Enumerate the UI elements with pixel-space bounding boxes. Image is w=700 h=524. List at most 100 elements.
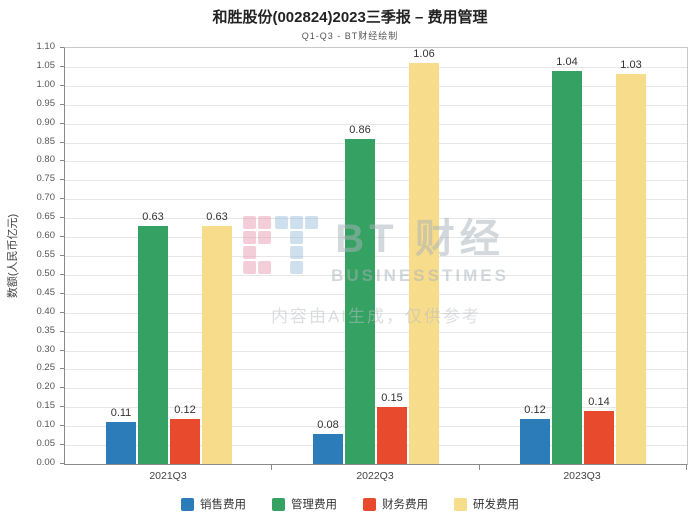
gridline — [65, 407, 687, 408]
y-tick-mark — [60, 293, 64, 294]
bar-value-label: 0.86 — [349, 124, 371, 136]
y-tick-mark — [60, 85, 64, 86]
x-axis: 2021Q3 2022Q3 2023Q3 — [64, 470, 686, 486]
bar-series3-2022Q3 — [377, 407, 407, 464]
gridline — [65, 388, 687, 389]
legend-label: 管理费用 — [291, 499, 337, 511]
x-tick-mark — [271, 465, 272, 470]
bar-value-label: 0.63 — [206, 211, 228, 223]
legend-swatch — [272, 497, 285, 511]
legend-swatch — [363, 497, 376, 511]
gridline — [65, 313, 687, 314]
x-tick-mark — [686, 465, 687, 470]
y-tick-label: 0.00 — [36, 457, 56, 468]
y-tick-label: 0.20 — [36, 381, 56, 392]
bar-value-label: 0.63 — [142, 211, 164, 223]
y-tick-label: 0.10 — [36, 419, 56, 430]
gridline — [65, 426, 687, 427]
bar-series4-2022Q3 — [409, 63, 439, 464]
y-tick-mark — [60, 312, 64, 313]
bt-logo-icon — [243, 216, 319, 274]
gridline — [65, 351, 687, 352]
bar-series3-2023Q3 — [584, 411, 614, 464]
y-tick-label: 0.35 — [36, 325, 56, 336]
y-tick-label: 0.60 — [36, 230, 56, 241]
y-tick-mark — [60, 463, 64, 464]
y-tick-mark — [60, 179, 64, 180]
y-tick-label: 0.55 — [36, 249, 56, 260]
y-tick-label: 1.00 — [36, 79, 56, 90]
y-tick-mark — [60, 331, 64, 332]
bar-value-label: 0.14 — [588, 396, 610, 408]
gridline — [65, 105, 687, 106]
y-tick-label: 1.05 — [36, 60, 56, 71]
bar-value-label: 0.12 — [174, 404, 196, 416]
gridline — [65, 199, 687, 200]
y-tick-mark — [60, 444, 64, 445]
y-tick-mark — [60, 142, 64, 143]
y-tick-label: 0.90 — [36, 117, 56, 128]
legend-label: 销售费用 — [200, 499, 246, 511]
gridline — [65, 143, 687, 144]
y-tick-label: 0.15 — [36, 400, 56, 411]
bar-series4-2023Q3 — [616, 74, 646, 464]
y-tick-mark — [60, 255, 64, 256]
plot-area: BT 财经 BUSINESSTIMES 内容由AI生成，仅供参考 0.11 0.6… — [64, 47, 688, 470]
watermark-ai-note: 内容由AI生成，仅供参考 — [270, 307, 482, 326]
chart-subtitle: Q1-Q3 - BT财经绘制 — [301, 31, 399, 41]
y-tick-label: 0.65 — [36, 211, 56, 222]
legend-item-4[interactable]: 研发费用 — [454, 496, 519, 512]
y-tick-label: 0.45 — [36, 287, 56, 298]
bar-value-label: 0.08 — [317, 419, 339, 431]
x-tick-label: 2022Q3 — [356, 470, 394, 482]
y-tick-label: 0.40 — [36, 306, 56, 317]
legend-item-3[interactable]: 财务费用 — [363, 496, 428, 512]
gridline — [65, 237, 687, 238]
gridline — [65, 161, 687, 162]
y-tick-label: 0.85 — [36, 136, 56, 147]
y-tick-label: 0.70 — [36, 192, 56, 203]
y-tick-mark — [60, 47, 64, 48]
bar-value-label: 0.11 — [110, 407, 132, 419]
gridline — [65, 294, 687, 295]
chart-title: 和胜股份(002824)2023三季报 – 费用管理 — [212, 9, 488, 26]
gridline — [65, 369, 687, 370]
legend-item-2[interactable]: 管理费用 — [272, 496, 337, 512]
y-tick-mark — [60, 274, 64, 275]
y-tick-label: 0.95 — [36, 98, 56, 109]
gridline — [65, 67, 687, 68]
legend: 销售费用 管理费用 财务费用 研发费用 — [0, 496, 700, 512]
gridline — [65, 275, 687, 276]
gridline — [65, 445, 687, 446]
legend-item-1[interactable]: 销售费用 — [181, 496, 246, 512]
y-tick-label: 0.50 — [36, 268, 56, 279]
y-tick-mark — [60, 160, 64, 161]
gridline — [65, 86, 687, 87]
bar-series2-2021Q3 — [138, 226, 168, 464]
watermark: BT 财经 BUSINESSTIMES 内容由AI生成，仅供参考 — [243, 206, 509, 327]
legend-swatch — [181, 497, 194, 511]
y-tick-label: 0.05 — [36, 438, 56, 449]
legend-label: 研发费用 — [473, 499, 519, 511]
y-tick-mark — [60, 425, 64, 426]
bar-value-label: 0.15 — [381, 392, 403, 404]
bar-series1-2022Q3 — [313, 434, 343, 464]
gridline — [65, 180, 687, 181]
y-tick-mark — [60, 406, 64, 407]
gridline — [65, 124, 687, 125]
bar-series2-2022Q3 — [345, 139, 375, 464]
y-tick-mark — [60, 236, 64, 237]
legend-label: 财务费用 — [382, 499, 428, 511]
y-tick-mark — [60, 123, 64, 124]
y-tick-label: 0.80 — [36, 154, 56, 165]
y-tick-label: 0.30 — [36, 344, 56, 355]
gridline — [65, 218, 687, 219]
x-tick-label: 2021Q3 — [149, 470, 187, 482]
y-tick-mark — [60, 198, 64, 199]
gridline — [65, 332, 687, 333]
y-tick-mark — [60, 217, 64, 218]
bar-series4-2021Q3 — [202, 226, 232, 464]
bar-series1-2021Q3 — [106, 422, 136, 464]
gridline — [65, 256, 687, 257]
